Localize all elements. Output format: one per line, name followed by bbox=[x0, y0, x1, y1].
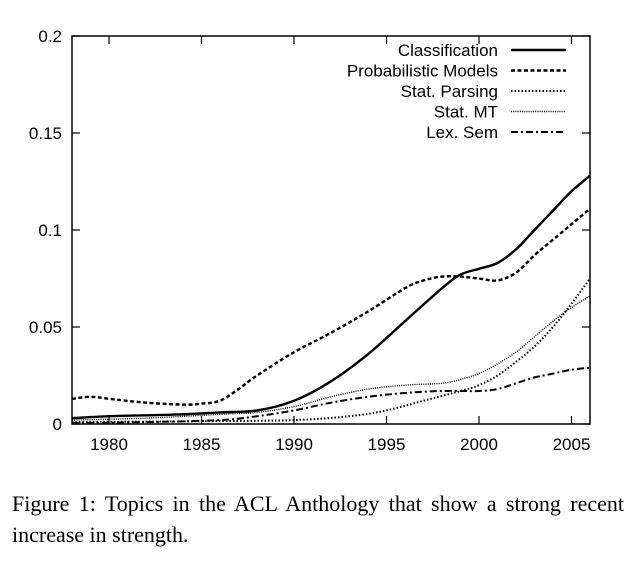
legend-label-classification: Classification bbox=[398, 41, 498, 60]
legend-label-lex-sem: Lex. Sem bbox=[426, 123, 498, 142]
series-line-probabilistic-models bbox=[71, 207, 591, 406]
legend-label-probabilistic-models: Probabilistic Models bbox=[347, 62, 498, 81]
series-line-stat-parsing bbox=[71, 277, 591, 424]
series-layer bbox=[71, 174, 591, 424]
y-tick-label: 0.1 bbox=[38, 221, 62, 240]
figure-caption: Figure 1: Topics in the ACL Anthology th… bbox=[12, 491, 624, 547]
x-tick-label: 2000 bbox=[460, 435, 498, 454]
plot-axes: 0 0.05 0.1 0.15 0.2 1980 1985 1990 1995 2000 2005 bbox=[29, 27, 591, 454]
legend-label-stat-mt: Stat. MT bbox=[434, 103, 498, 122]
x-tick-label: 2005 bbox=[553, 435, 591, 454]
x-tick-label: 1980 bbox=[90, 435, 128, 454]
y-tick-label: 0.05 bbox=[29, 318, 62, 337]
x-tick-label: 1995 bbox=[368, 435, 406, 454]
series-line-lex-sem bbox=[71, 366, 591, 424]
y-tick-label: 0 bbox=[53, 415, 62, 434]
series-line-classification bbox=[71, 174, 591, 420]
legend-label-stat-parsing: Stat. Parsing bbox=[401, 82, 498, 101]
y-tick-label: 0.15 bbox=[29, 124, 62, 143]
x-tick-label: 1985 bbox=[183, 435, 221, 454]
plot-frame bbox=[71, 35, 591, 425]
series-line-stat-mt bbox=[71, 295, 591, 421]
x-tick-label: 1990 bbox=[275, 435, 313, 454]
y-tick-label: 0.2 bbox=[38, 27, 62, 46]
